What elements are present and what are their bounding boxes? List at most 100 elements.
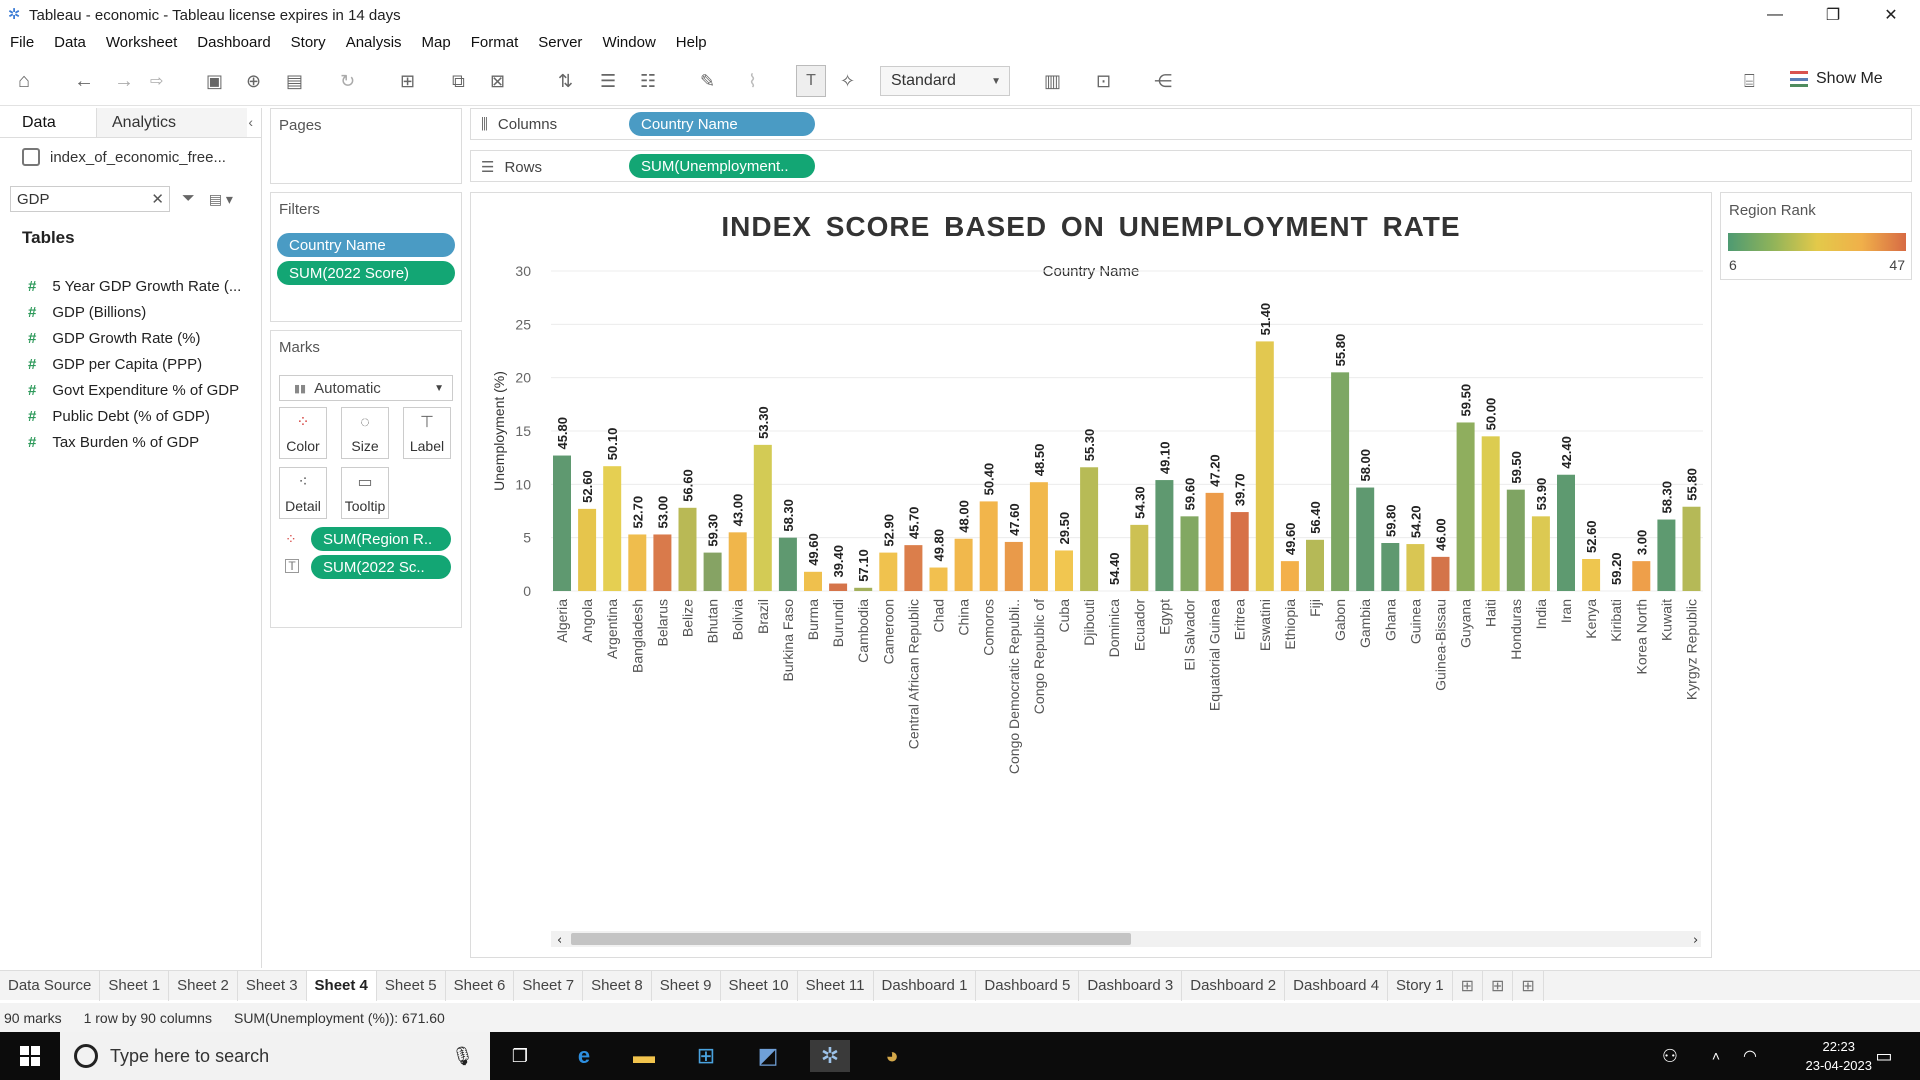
start-button[interactable] — [0, 1032, 60, 1080]
collapse-pane-icon[interactable]: ‹ — [248, 114, 253, 130]
columns-pill[interactable]: Country Name — [629, 112, 815, 136]
filter-pill-country[interactable]: Country Name — [277, 233, 455, 257]
bar[interactable] — [829, 583, 848, 591]
bar[interactable] — [753, 444, 772, 591]
bar[interactable] — [904, 545, 923, 591]
bar-chart[interactable]: 0 5 10 15 20 25 30 Unemployment (%) 45.80 Algeria… — [471, 193, 1711, 957]
bar[interactable] — [578, 508, 597, 591]
fit-view-select[interactable]: Standard ▼ — [880, 66, 1010, 96]
menu-item-file[interactable]: File — [10, 33, 35, 51]
bar[interactable] — [678, 507, 697, 591]
bar[interactable] — [1205, 492, 1224, 591]
new-story-icon[interactable]: ⊞ — [1513, 970, 1544, 1001]
show-me-button[interactable]: Show Me — [1790, 70, 1883, 88]
sheet-tab[interactable]: Sheet 11 — [798, 970, 874, 1001]
store-icon[interactable]: ⊞ — [696, 1043, 716, 1068]
minimize-icon[interactable]: — — [1767, 6, 1783, 23]
redo-icon[interactable]: ⇨ — [150, 73, 164, 90]
rows-pill[interactable]: SUM(Unemployment.. — [629, 154, 815, 178]
bar[interactable] — [1230, 512, 1249, 591]
tray-chevron-icon[interactable]: ˄ — [1711, 1048, 1721, 1064]
scroll-right-icon[interactable]: › — [1693, 933, 1698, 948]
field-item[interactable]: #5 Year GDP Growth Rate (... — [28, 273, 241, 299]
refresh-icon[interactable]: ↻ — [340, 70, 356, 91]
filter-pill-score[interactable]: SUM(2022 Score) — [277, 261, 455, 285]
bar[interactable] — [1356, 487, 1375, 591]
sheet-tab[interactable]: Sheet 2 — [169, 970, 238, 1001]
filters-card[interactable]: Filters Country Name SUM(2022 Score) — [270, 192, 462, 322]
scrollbar-thumb[interactable] — [571, 933, 1131, 945]
sheet-tab[interactable]: Sheet 9 — [652, 970, 721, 1001]
bar[interactable] — [1180, 516, 1199, 591]
sheet-tab[interactable]: Sheet 1 — [100, 970, 170, 1001]
tableau-public-icon[interactable]: ◩ — [757, 1043, 779, 1068]
bar[interactable] — [1155, 480, 1174, 591]
taskbar-search-box[interactable]: Type here to search 🎙 — [60, 1032, 490, 1080]
field-item[interactable]: # Public Debt (% of GDP) — [28, 403, 241, 429]
bar[interactable] — [653, 534, 672, 591]
taskbar-clock[interactable]: 22:23 23-04-2023 — [1806, 1037, 1873, 1075]
field-item[interactable]: # GDP per Capita (PPP) — [28, 351, 241, 377]
sort-ascending-icon[interactable]: ☰ — [600, 70, 617, 91]
new-dashboard-icon[interactable]: ⊞ — [1483, 970, 1514, 1001]
bar[interactable] — [1657, 519, 1676, 591]
bar[interactable] — [1582, 559, 1601, 591]
bar[interactable] — [1381, 543, 1400, 591]
bar[interactable] — [979, 501, 998, 591]
menu-item-analysis[interactable]: Analysis — [345, 33, 402, 51]
sheet-tab[interactable]: Dashboard 2 — [1182, 970, 1286, 1001]
sheet-tab[interactable]: Sheet 3 — [238, 970, 307, 1001]
bar[interactable] — [1306, 539, 1324, 591]
sheet-tab[interactable]: Story 1 — [1388, 970, 1453, 1001]
bar[interactable] — [728, 532, 747, 591]
new-data-source-icon[interactable]: ⊕ — [246, 70, 262, 91]
pause-updates-icon[interactable]: ▤ — [286, 70, 304, 91]
menu-item-format[interactable]: Format — [470, 33, 519, 51]
format-painter-icon[interactable]: ⌸ — [1744, 70, 1755, 91]
bar[interactable] — [1080, 467, 1099, 591]
menu-item-dashboard[interactable]: Dashboard — [197, 33, 271, 51]
clear-sheet-icon[interactable]: ⊠ — [490, 70, 506, 91]
sort-descending-icon[interactable]: ☷ — [640, 70, 657, 91]
rows-shelf[interactable]: ☰ Rows SUM(Unemployment.. — [470, 150, 1912, 182]
people-icon[interactable]: ⚇ — [1661, 1045, 1679, 1066]
home-icon[interactable]: ⌂ — [18, 69, 31, 92]
color-legend[interactable]: Region Rank 6 47 — [1720, 192, 1912, 280]
bar[interactable] — [854, 587, 873, 591]
menu-item-help[interactable]: Help — [675, 33, 707, 51]
label-button[interactable]: ⊤ Label — [403, 407, 451, 459]
tab-analytics[interactable]: Analytics — [97, 108, 247, 137]
clear-search-icon[interactable]: ✕ — [151, 191, 164, 208]
group-icon[interactable]: ⌇ — [748, 70, 757, 91]
sheet-tab[interactable]: Dashboard 5 — [976, 970, 1080, 1001]
presentation-mode-icon[interactable]: ⊡ — [1096, 70, 1112, 91]
sheet-tab[interactable]: Sheet 7 — [514, 970, 584, 1001]
show-labels-icon[interactable]: T — [796, 65, 826, 97]
bar[interactable] — [1280, 561, 1299, 591]
sheet-tab[interactable]: Sheet 10 — [721, 970, 798, 1001]
field-item[interactable]: # Govt Expenditure % of GDP — [28, 377, 241, 403]
bar[interactable] — [1130, 524, 1149, 591]
menu-item-map[interactable]: Map — [421, 33, 451, 51]
columns-shelf[interactable]: ⫼ Columns Country Name — [470, 108, 1912, 140]
sheet-tab[interactable]: Dashboard 3 — [1079, 970, 1183, 1001]
bar[interactable] — [553, 455, 571, 591]
bar[interactable] — [1557, 474, 1575, 591]
menu-item-window[interactable]: Window — [602, 33, 656, 51]
file-explorer-icon[interactable]: ▬ — [633, 1043, 655, 1068]
filter-icon[interactable]: ⏷ — [182, 190, 195, 207]
close-icon[interactable]: ✕ — [1884, 7, 1898, 24]
paint-icon[interactable]: ◕ — [885, 1043, 899, 1068]
new-sheet-icon[interactable]: ⊞ — [1453, 970, 1483, 1001]
save-icon[interactable]: ▣ — [206, 70, 224, 91]
duplicate-sheet-icon[interactable]: ⧉ — [452, 70, 465, 91]
color-button[interactable]: ⁘ Color — [279, 407, 327, 459]
bar[interactable] — [703, 552, 722, 591]
tab-data[interactable]: Data — [0, 108, 97, 137]
bar[interactable] — [1632, 561, 1651, 591]
forward-icon[interactable]: → — [114, 69, 134, 92]
field-search-input[interactable]: GDP ✕ — [10, 186, 170, 212]
menu-item-story[interactable]: Story — [290, 33, 326, 51]
notifications-icon[interactable]: ▭ — [1875, 1045, 1893, 1066]
marks-pill-score[interactable]: SUM(2022 Sc.. — [311, 555, 451, 579]
